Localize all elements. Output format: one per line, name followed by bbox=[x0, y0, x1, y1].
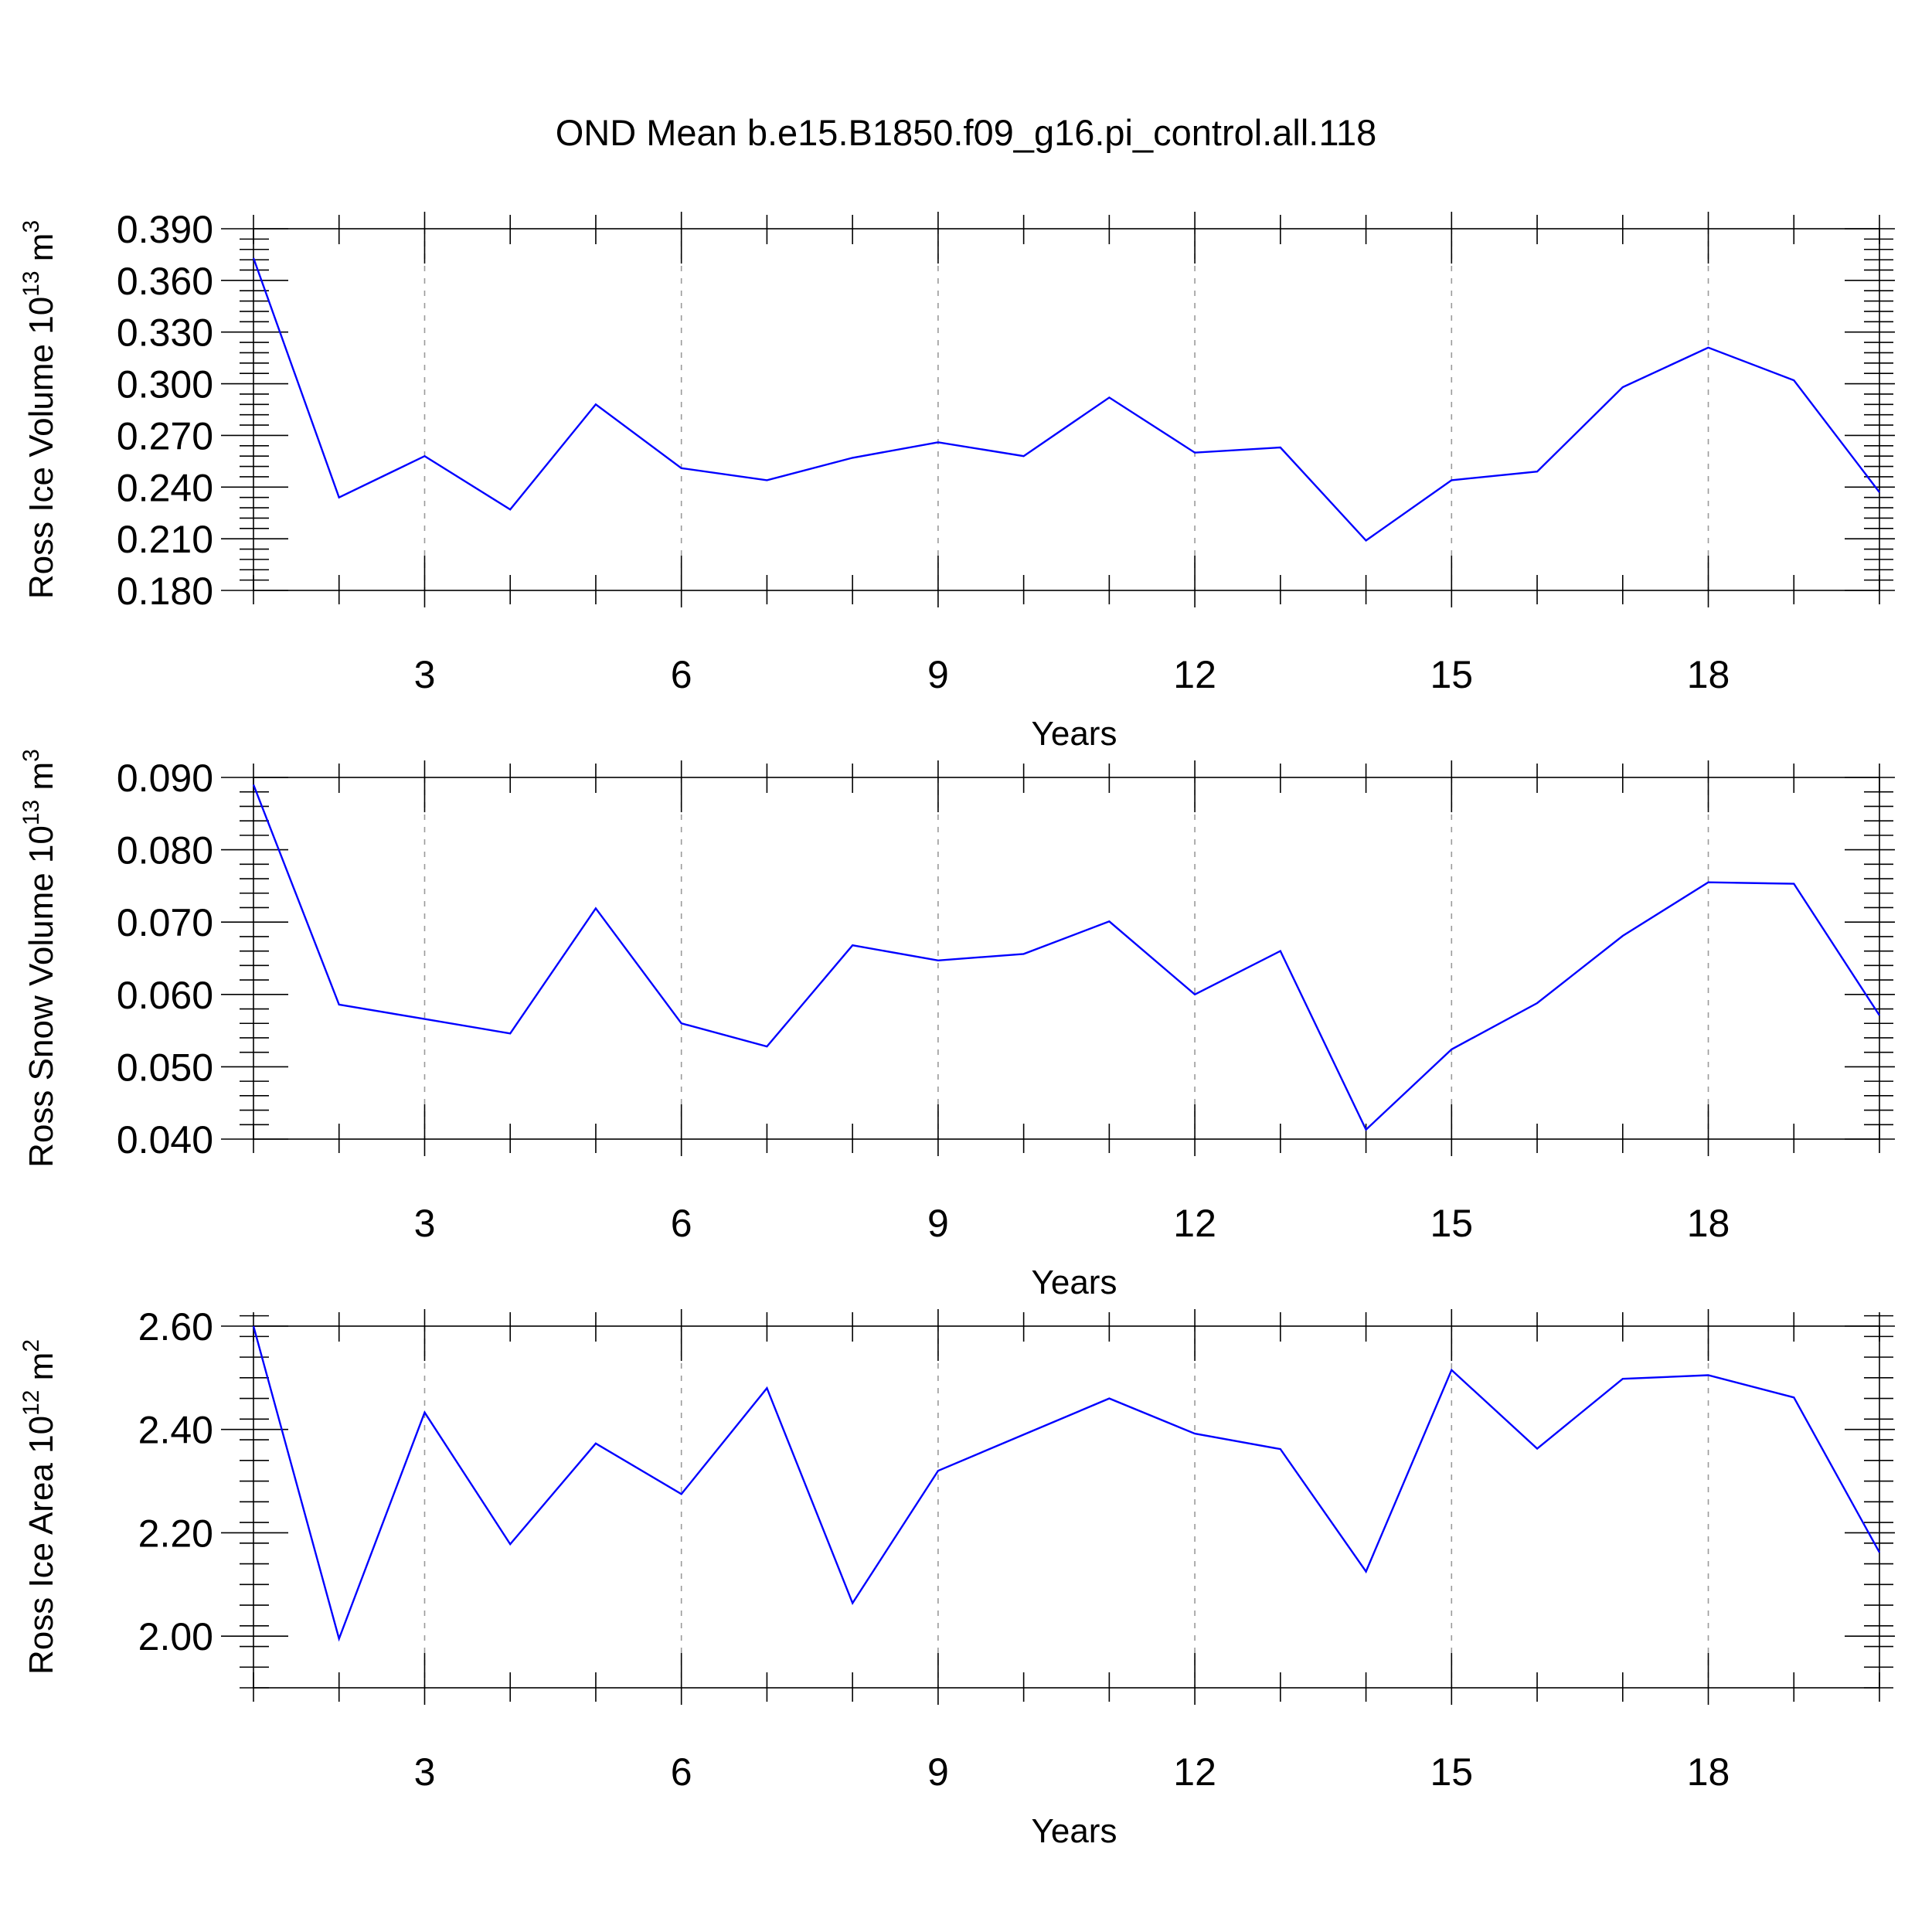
x-tick-label: 18 bbox=[1687, 653, 1730, 696]
y-axis-label: Ross Ice Volume 1013 m3 bbox=[19, 220, 60, 599]
x-tick-label: 9 bbox=[927, 1202, 949, 1245]
y-tick-label: 0.060 bbox=[117, 974, 213, 1017]
y-tick-label: 0.240 bbox=[117, 466, 213, 509]
chart-title: OND Mean b.e15.B1850.f09_g16.pi_control.… bbox=[556, 112, 1377, 153]
x-tick-label: 18 bbox=[1687, 1750, 1730, 1794]
y-tick-label: 0.040 bbox=[117, 1118, 213, 1162]
y-tick-label: 0.300 bbox=[117, 363, 213, 406]
y-tick-label: 0.360 bbox=[117, 260, 213, 303]
y-tick-label: 2.60 bbox=[138, 1305, 213, 1349]
x-tick-label: 3 bbox=[414, 1202, 436, 1245]
x-tick-label: 3 bbox=[414, 1750, 436, 1794]
y-axis-label: Ross Ice Area 1012 m2 bbox=[19, 1339, 60, 1675]
panel-3: 2.00 2.20 2.40 2.60 3 6 9 12 15 18 Years Ross Ice A… bbox=[19, 1305, 1895, 1850]
series-line bbox=[252, 1325, 1881, 1642]
y-tick-label: 2.40 bbox=[138, 1409, 213, 1452]
x-tick-label: 12 bbox=[1173, 1202, 1216, 1245]
x-tick-label: 6 bbox=[671, 1202, 692, 1245]
panels: 0.180 0.210 0.240 0.270 0.300 0.330 0.360 0.390… bbox=[19, 208, 1895, 1850]
x-axis-label: Years bbox=[1032, 715, 1117, 753]
x-tick-label: 15 bbox=[1430, 1750, 1474, 1794]
series-line bbox=[252, 257, 1880, 542]
x-tick-label: 12 bbox=[1173, 1750, 1216, 1794]
y-tick-label: 0.270 bbox=[117, 414, 213, 457]
x-axis-label: Years bbox=[1032, 1812, 1117, 1850]
plot-frame bbox=[253, 777, 1880, 1140]
y-axis-label: Ross Snow Volume 1013 m3 bbox=[19, 749, 60, 1168]
x-tick-label: 15 bbox=[1430, 1202, 1474, 1245]
plot-frame bbox=[253, 1325, 1880, 1689]
y-tick-label: 0.180 bbox=[117, 570, 213, 613]
y-tick-label: 2.00 bbox=[138, 1615, 213, 1658]
plot-frame bbox=[253, 228, 1880, 591]
x-tick-label: 18 bbox=[1687, 1202, 1730, 1245]
x-tick-label: 12 bbox=[1173, 653, 1216, 696]
x-tick-label: 15 bbox=[1430, 653, 1474, 696]
x-tick-label: 9 bbox=[927, 1750, 949, 1794]
y-tick-label: 0.330 bbox=[117, 311, 213, 355]
x-tick-label: 6 bbox=[671, 653, 692, 696]
panel-1: 0.180 0.210 0.240 0.270 0.300 0.330 0.360 0.390… bbox=[19, 208, 1895, 753]
y-tick-label: 0.050 bbox=[117, 1046, 213, 1089]
y-tick-label: 0.090 bbox=[117, 757, 213, 800]
y-tick-label: 2.20 bbox=[138, 1512, 213, 1555]
x-axis-label: Years bbox=[1032, 1264, 1117, 1301]
y-tick-label: 0.390 bbox=[117, 208, 213, 251]
x-tick-label: 6 bbox=[671, 1750, 692, 1794]
panel-2: 0.040 0.050 0.060 0.070 0.080 0.090 3 6 9 12 15 18 Y… bbox=[19, 749, 1895, 1301]
x-tick-label: 3 bbox=[414, 653, 436, 696]
y-tick-label: 0.210 bbox=[117, 518, 213, 561]
x-tick-label: 9 bbox=[927, 653, 949, 696]
y-tick-label: 0.070 bbox=[117, 901, 213, 944]
y-tick-label: 0.080 bbox=[117, 829, 213, 872]
series-line bbox=[252, 784, 1881, 1131]
